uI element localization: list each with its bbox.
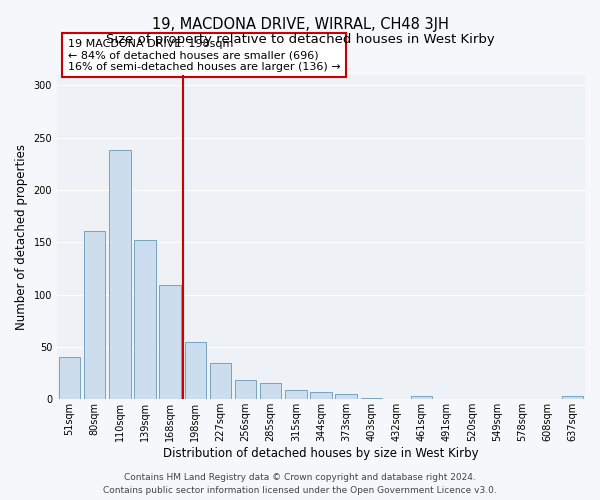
Bar (160, 285, 181, 399)
Bar (109, 150, 131, 399)
Text: 19 MACDONA DRIVE: 198sqm
← 84% of detached houses are smaller (696)
16% of semi-: 19 MACDONA DRIVE: 198sqm ← 84% of detach… (68, 38, 340, 72)
Text: 19, MACDONA DRIVE, WIRRAL, CH48 3JH: 19, MACDONA DRIVE, WIRRAL, CH48 3JH (152, 18, 448, 32)
Text: Size of property relative to detached houses in West Kirby: Size of property relative to detached ho… (106, 32, 494, 46)
Y-axis label: Number of detached properties: Number of detached properties (15, 144, 28, 330)
Bar (59, 358, 80, 399)
Bar (562, 396, 583, 399)
Bar (210, 362, 231, 399)
Bar (235, 380, 256, 399)
Bar (134, 240, 156, 399)
Bar (411, 396, 432, 399)
Bar (185, 342, 206, 399)
Text: Contains HM Land Registry data © Crown copyright and database right 2024.
Contai: Contains HM Land Registry data © Crown c… (103, 474, 497, 495)
X-axis label: Distribution of detached houses by size in West Kirby: Distribution of detached houses by size … (163, 447, 479, 460)
Bar (84, 231, 106, 399)
Bar (260, 384, 281, 399)
Bar (310, 392, 332, 399)
Bar (361, 398, 382, 399)
Bar (335, 394, 357, 399)
Bar (285, 390, 307, 399)
